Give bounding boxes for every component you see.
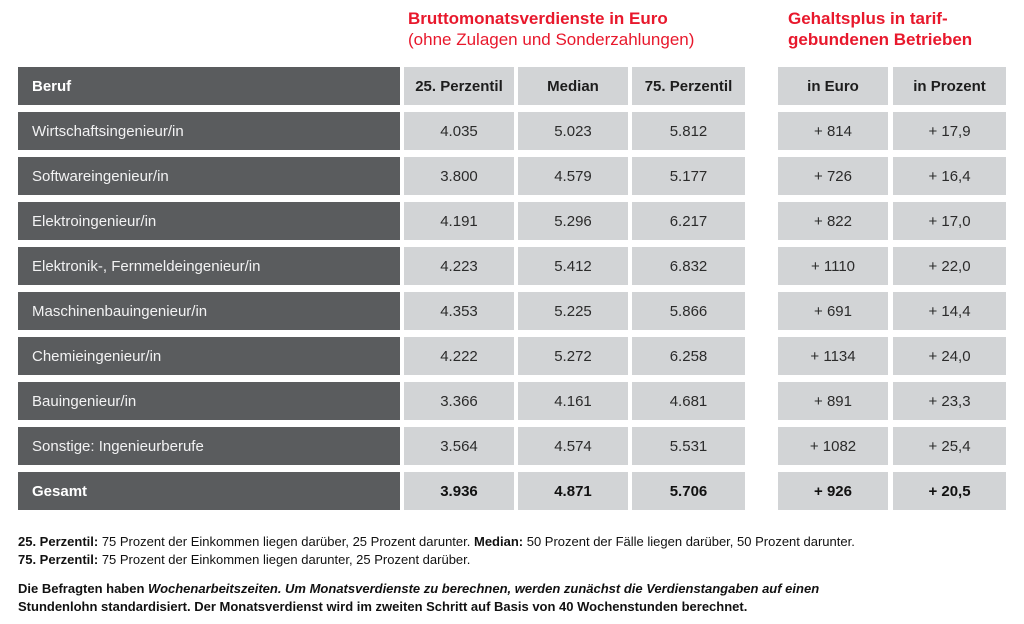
table-row: Elektronik-, Fernmeldeingenieur/in 4.223… [18, 247, 1006, 285]
footnotes: 25. Perzentil: 75 Prozent der Einkommen … [18, 533, 1006, 616]
methodology-note: Die Befragten haben Wochenarbeitszeiten.… [18, 581, 820, 614]
p75-cell: 4.681 [632, 382, 745, 420]
prozent-plus-cell: + 25,4 [893, 427, 1006, 465]
table-row: Bauingenieur/in 3.366 4.161 4.681 + 891 … [18, 382, 1006, 420]
median-cell: 5.225 [518, 292, 628, 330]
euro-plus-cell: + 926 [778, 472, 888, 510]
beruf-cell: Wirtschaftsingenieur/in [18, 112, 400, 150]
median-cell: 4.161 [518, 382, 628, 420]
table-header-row: Beruf 25. Perzentil Median 75. Perzentil… [18, 67, 1006, 105]
column-header-median: Median [518, 67, 628, 105]
earnings-title-line2: (ohne Zulagen und Sonderzahlungen) [408, 30, 695, 49]
table-body: Wirtschaftsingenieur/in 4.035 5.023 5.81… [18, 112, 1006, 510]
euro-plus-cell: + 814 [778, 112, 888, 150]
salary-table: Beruf 25. Perzentil Median 75. Perzentil… [18, 67, 1006, 510]
median-cell: 4.871 [518, 472, 628, 510]
table-row: Sonstige: Ingenieurberufe 3.564 4.574 5.… [18, 427, 1006, 465]
column-group-gap [745, 382, 778, 420]
p25-cell: 4.191 [404, 202, 514, 240]
beruf-cell: Chemieingenieur/in [18, 337, 400, 375]
euro-plus-cell: + 726 [778, 157, 888, 195]
column-header-beruf: Beruf [18, 67, 400, 105]
p75-cell: 5.706 [632, 472, 745, 510]
median-cell: 4.574 [518, 427, 628, 465]
p25-cell: 3.800 [404, 157, 514, 195]
euro-plus-cell: + 1110 [778, 247, 888, 285]
p75-cell: 6.217 [632, 202, 745, 240]
p25-cell: 3.936 [404, 472, 514, 510]
table-row: Chemieingenieur/in 4.222 5.272 6.258 + 1… [18, 337, 1006, 375]
p75-cell: 5.177 [632, 157, 745, 195]
prozent-plus-cell: + 16,4 [893, 157, 1006, 195]
beruf-cell: Bauingenieur/in [18, 382, 400, 420]
beruf-cell: Elektroingenieur/in [18, 202, 400, 240]
column-group-gap [745, 427, 778, 465]
earnings-group-title: Bruttomonatsverdienste in Euro (ohne Zul… [408, 8, 753, 50]
bonus-title-line1: Gehaltsplus in tarif- [788, 9, 948, 28]
p25-cell: 3.366 [404, 382, 514, 420]
median-cell: 5.272 [518, 337, 628, 375]
table-row: Maschinenbauingenieur/in 4.353 5.225 5.8… [18, 292, 1006, 330]
table-row: Softwareingenieur/in 3.800 4.579 5.177 +… [18, 157, 1006, 195]
p25-cell: 4.035 [404, 112, 514, 150]
beruf-cell: Sonstige: Ingenieurberufe [18, 427, 400, 465]
p75-cell: 6.258 [632, 337, 745, 375]
beruf-cell: Gesamt [18, 472, 400, 510]
column-group-gap [745, 67, 778, 105]
euro-plus-cell: + 1134 [778, 337, 888, 375]
prozent-plus-cell: + 17,9 [893, 112, 1006, 150]
p25-cell: 4.353 [404, 292, 514, 330]
column-group-gap [745, 202, 778, 240]
euro-plus-cell: + 822 [778, 202, 888, 240]
beruf-cell: Softwareingenieur/in [18, 157, 400, 195]
column-group-gap [745, 472, 778, 510]
column-header-p25: 25. Perzentil [404, 67, 514, 105]
percentile-definition-1: 25. Perzentil: 75 Prozent der Einkommen … [18, 534, 855, 549]
column-header-prozent: in Prozent [893, 67, 1006, 105]
prozent-plus-cell: + 14,4 [893, 292, 1006, 330]
median-cell: 5.296 [518, 202, 628, 240]
median-cell: 5.023 [518, 112, 628, 150]
euro-plus-cell: + 1082 [778, 427, 888, 465]
column-group-gap [745, 112, 778, 150]
percentile-definition-2: 75. Perzentil: 75 Prozent der Einkommen … [18, 552, 471, 567]
p75-cell: 5.812 [632, 112, 745, 150]
p25-cell: 4.223 [404, 247, 514, 285]
euro-plus-cell: + 891 [778, 382, 888, 420]
group-titles: Bruttomonatsverdienste in Euro (ohne Zul… [18, 8, 1006, 50]
prozent-plus-cell: + 20,5 [893, 472, 1006, 510]
column-header-euro: in Euro [778, 67, 888, 105]
column-group-gap [745, 337, 778, 375]
column-header-p75: 75. Perzentil [632, 67, 745, 105]
table-row: Gesamt 3.936 4.871 5.706 + 926 + 20,5 [18, 472, 1006, 510]
column-group-gap [745, 247, 778, 285]
median-cell: 5.412 [518, 247, 628, 285]
p25-cell: 4.222 [404, 337, 514, 375]
p25-cell: 3.564 [404, 427, 514, 465]
table-row: Elektroingenieur/in 4.191 5.296 6.217 + … [18, 202, 1006, 240]
column-group-gap [745, 292, 778, 330]
prozent-plus-cell: + 23,3 [893, 382, 1006, 420]
p75-cell: 5.866 [632, 292, 745, 330]
earnings-title-line1: Bruttomonatsverdienste in Euro [408, 9, 668, 28]
table-row: Wirtschaftsingenieur/in 4.035 5.023 5.81… [18, 112, 1006, 150]
p75-cell: 6.832 [632, 247, 745, 285]
p75-cell: 5.531 [632, 427, 745, 465]
prozent-plus-cell: + 24,0 [893, 337, 1006, 375]
euro-plus-cell: + 691 [778, 292, 888, 330]
beruf-cell: Elektronik-, Fernmeldeingenieur/in [18, 247, 400, 285]
bonus-title-line2: gebundenen Betrieben [788, 30, 973, 49]
prozent-plus-cell: + 22,0 [893, 247, 1006, 285]
median-cell: 4.579 [518, 157, 628, 195]
bonus-group-title: Gehaltsplus in tarif- gebundenen Betrieb… [788, 8, 1006, 50]
column-group-gap [745, 157, 778, 195]
beruf-cell: Maschinenbauingenieur/in [18, 292, 400, 330]
prozent-plus-cell: + 17,0 [893, 202, 1006, 240]
